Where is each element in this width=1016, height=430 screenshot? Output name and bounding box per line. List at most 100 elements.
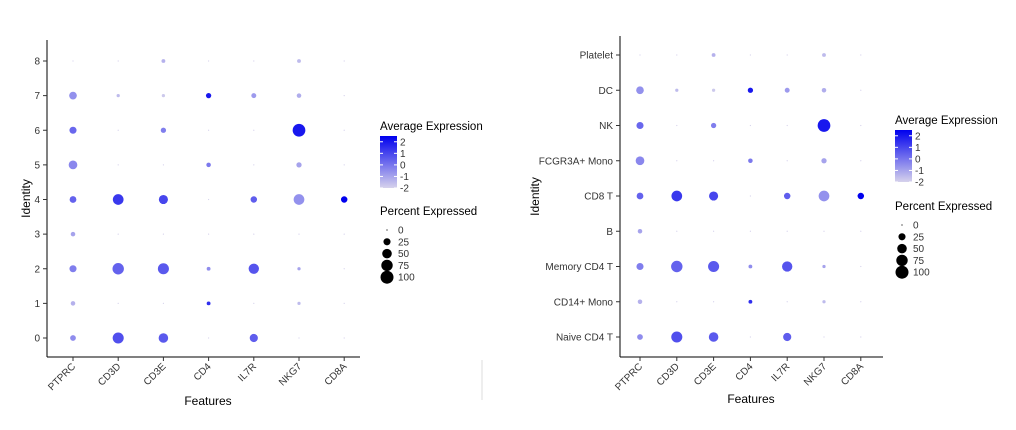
dot-point [860, 124, 862, 127]
dot-point [112, 263, 124, 275]
y-tick-label: FCGR3A+ Mono [539, 156, 614, 167]
x-tick-label: CD3E [692, 361, 719, 388]
dot-point [162, 233, 164, 235]
dot-point [251, 93, 257, 99]
dot-point [208, 60, 210, 62]
dot-point [69, 265, 77, 273]
dot-point [68, 160, 78, 170]
x-tick-label: CD3D [655, 361, 682, 388]
dot-point [253, 233, 255, 235]
size-legend-title: Percent Expressed [895, 201, 992, 213]
dot-point [818, 190, 830, 202]
x-tick-label: IL7R [236, 361, 259, 384]
dot-point [857, 192, 865, 200]
dot-point [709, 191, 719, 201]
dot-point [72, 60, 74, 62]
dot-point [158, 194, 168, 205]
color-legend-label: -2 [915, 178, 924, 189]
dot-point [821, 158, 827, 164]
x-tick-label: NKG7 [802, 361, 829, 388]
x-tick-label: CD4 [192, 361, 214, 383]
dot-point [343, 337, 345, 339]
dot-point [158, 333, 169, 343]
color-legend-bar [895, 130, 912, 182]
color-legend-label: 2 [915, 131, 921, 142]
dot-point [208, 198, 210, 201]
dot-point [636, 121, 644, 130]
dot-point [822, 53, 826, 57]
dot-point [708, 260, 720, 273]
color-legend-label: 1 [915, 143, 921, 154]
dot-point [675, 88, 679, 92]
dot-point [635, 156, 645, 166]
size-legend-title: Percent Expressed [380, 206, 477, 218]
dot-point [293, 194, 305, 205]
dot-point [783, 332, 792, 342]
y-tick-label: 5 [34, 160, 40, 171]
dot-point [860, 301, 862, 303]
dot-point [713, 160, 715, 162]
dot-point [860, 265, 862, 268]
dot-point [671, 331, 683, 343]
dot-point [70, 301, 76, 306]
dot-point [860, 54, 862, 56]
dot-point [749, 195, 752, 197]
dot-point [676, 124, 678, 127]
dot-point [69, 196, 77, 203]
dot-point [711, 53, 716, 57]
x-tick-label: PTPRC [613, 361, 645, 393]
y-axis-title: Identity [19, 179, 33, 218]
size-legend-dot [383, 238, 391, 246]
color-legend-label: 1 [400, 149, 406, 160]
y-axis-title: Identity [528, 177, 542, 216]
color-legend-bar [380, 136, 397, 188]
dot-point [822, 300, 826, 304]
dot-point [817, 119, 831, 132]
dot-point [205, 92, 212, 99]
dot-point [676, 160, 678, 162]
dot-point [249, 333, 258, 343]
x-axis-title: Features [184, 394, 231, 408]
dot-point [822, 264, 826, 269]
color-legend-label: 0 [400, 160, 406, 171]
x-tick-label: CD4 [734, 361, 756, 383]
dot-point [297, 59, 301, 63]
dot-point [253, 129, 255, 131]
y-tick-label: 8 [34, 57, 40, 68]
dot-point [161, 94, 166, 98]
dot-point [292, 123, 306, 137]
dot-point [343, 95, 345, 97]
dot-point [162, 302, 164, 304]
dot-point [636, 192, 644, 200]
dot-point [639, 54, 641, 56]
dot-point [296, 162, 302, 168]
dot-point [343, 302, 345, 304]
dot-point [637, 334, 643, 340]
dot-point [69, 126, 77, 134]
dot-point [206, 266, 211, 271]
dot-point [206, 301, 211, 306]
dot-point [784, 87, 790, 93]
y-tick-label: Platelet [580, 51, 614, 62]
size-legend-label: 75 [913, 256, 925, 267]
dot-point [297, 267, 301, 271]
dot-point [676, 301, 678, 303]
color-legend-label: -2 [400, 184, 409, 195]
size-legend-dot [386, 229, 388, 231]
dot-point [860, 89, 862, 91]
color-legend-label: -1 [400, 172, 409, 183]
y-tick-label: 0 [34, 334, 40, 345]
size-legend-label: 50 [913, 244, 925, 255]
x-tick-label: CD8A [839, 361, 866, 388]
dot-point [749, 54, 752, 56]
dot-point [117, 129, 119, 131]
dot-point [671, 190, 683, 202]
dot-point [112, 332, 124, 344]
dot-point [710, 122, 717, 129]
dot-point [786, 54, 788, 56]
dot-point [343, 60, 345, 62]
dot-point [117, 60, 119, 62]
dot-point [298, 233, 300, 235]
dot-point [786, 124, 788, 127]
